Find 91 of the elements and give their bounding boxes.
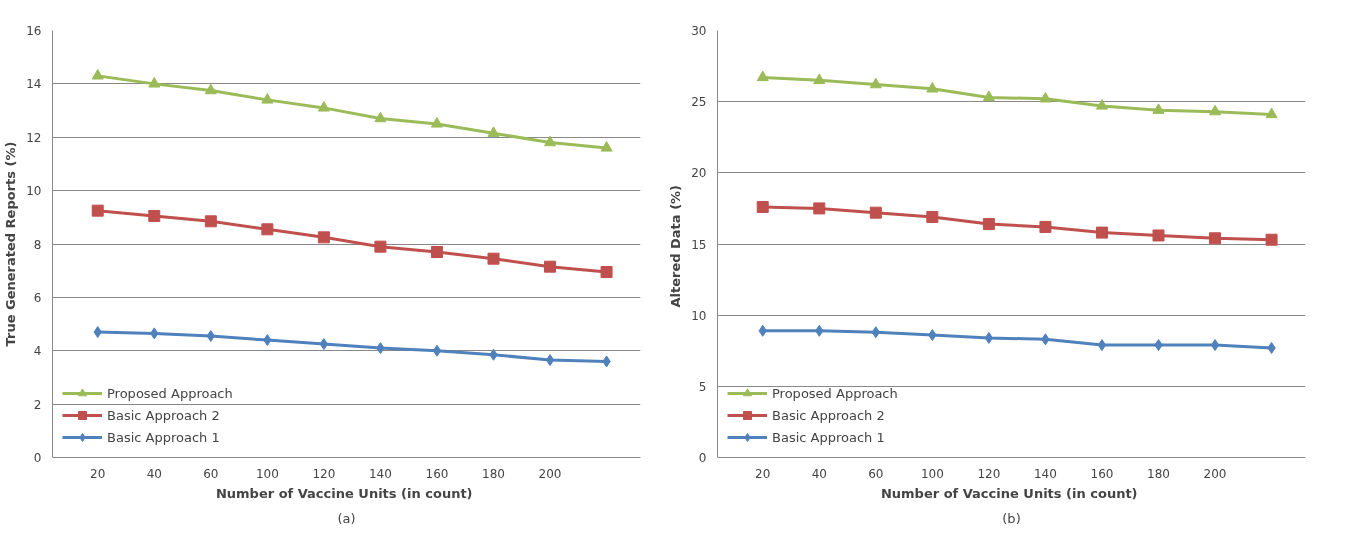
y-tick-label: 16 — [26, 24, 42, 38]
point — [926, 82, 939, 93]
x-tick-label: 180 — [482, 466, 505, 481]
x-tick-label: 200 — [538, 466, 562, 481]
legend-label: Basic Approach 2 — [107, 407, 220, 423]
point — [1039, 220, 1052, 233]
y-tick-label: 2 — [33, 397, 42, 412]
text: (a) — [337, 510, 356, 526]
x-tick-label: 100 — [920, 466, 944, 481]
y-tick-label: 30 — [691, 24, 707, 38]
x-tick-label: 40 — [146, 466, 162, 481]
point — [756, 70, 769, 82]
x-tick-label: 140 — [368, 466, 392, 481]
point — [756, 200, 769, 213]
point — [1265, 107, 1278, 119]
y-tick-label: 5 — [698, 379, 707, 394]
point — [261, 223, 274, 236]
x-tick-label: 20 — [755, 466, 771, 481]
point — [148, 209, 161, 222]
point — [317, 231, 330, 244]
point — [204, 215, 217, 228]
point — [1097, 339, 1107, 352]
legend-label: Proposed Approach — [107, 385, 233, 401]
point — [1210, 339, 1220, 352]
point — [487, 252, 500, 265]
x-tick-label: 160 — [1090, 466, 1114, 481]
point — [600, 141, 613, 152]
point — [148, 77, 161, 88]
y-tick-label: 12 — [26, 130, 42, 145]
y-axis-title: Altered Data (%) — [668, 184, 684, 308]
point — [430, 117, 443, 128]
point — [91, 204, 104, 217]
x-axis-title: Number of Vaccine Units (in count) — [215, 485, 473, 501]
x-tick-label: 140 — [1033, 466, 1057, 481]
point — [926, 210, 939, 223]
point — [1152, 229, 1165, 242]
point — [432, 344, 442, 357]
x-tick-label: 20 — [90, 466, 106, 481]
point — [1152, 103, 1165, 114]
legend-label: Basic Approach 1 — [772, 429, 885, 445]
y-tick-label: 0 — [698, 451, 707, 465]
point — [982, 218, 995, 231]
point — [869, 206, 882, 219]
point — [813, 73, 826, 84]
point — [1209, 104, 1222, 116]
point — [430, 246, 443, 259]
y-tick-label: 0 — [33, 451, 42, 465]
x-tick-label: 100 — [255, 466, 279, 481]
point — [544, 135, 557, 147]
point — [869, 77, 882, 89]
point — [1265, 233, 1278, 246]
legend-label: Basic Approach 1 — [107, 429, 220, 445]
point — [317, 101, 330, 112]
x-tick-label: 60 — [868, 466, 884, 481]
x-tick-label: 40 — [811, 466, 827, 481]
y-tick-label: 10 — [691, 308, 707, 323]
point — [1209, 232, 1222, 245]
point — [1095, 226, 1108, 239]
y-tick-label: 4 — [33, 344, 42, 359]
x-tick-label: 60 — [203, 466, 219, 481]
point — [204, 83, 217, 95]
point — [261, 93, 274, 104]
text: (b) — [1002, 510, 1021, 526]
point — [984, 331, 994, 344]
x-tick-label: 200 — [1203, 466, 1227, 481]
point — [91, 69, 104, 80]
y-tick-label: 6 — [33, 290, 42, 305]
point — [374, 111, 387, 123]
y-tick-label: 20 — [691, 166, 707, 181]
x-tick-label: 180 — [1147, 466, 1170, 481]
y-tick-label: 8 — [33, 237, 42, 252]
x-tick-label: 160 — [425, 466, 449, 481]
point — [1039, 91, 1052, 103]
x-tick-label: 120 — [977, 466, 1001, 481]
point — [600, 266, 613, 279]
y-tick-label: 14 — [26, 77, 42, 92]
legend-label: Basic Approach 2 — [772, 407, 885, 423]
y-tick-label: 25 — [691, 95, 707, 110]
y-tick-label: 15 — [691, 237, 707, 252]
point — [1095, 99, 1108, 110]
point — [982, 90, 995, 102]
point — [374, 240, 387, 253]
point — [544, 260, 557, 273]
x-axis-title: Number of Vaccine Units (in count) — [880, 485, 1138, 501]
y-tick-label: 10 — [26, 184, 42, 199]
y-axis-title: True Generated Reports (%) — [3, 141, 19, 347]
legend-label: Proposed Approach — [772, 385, 898, 401]
x-tick-label: 120 — [312, 466, 336, 481]
point — [545, 354, 555, 367]
point — [813, 202, 826, 215]
point — [487, 126, 500, 137]
